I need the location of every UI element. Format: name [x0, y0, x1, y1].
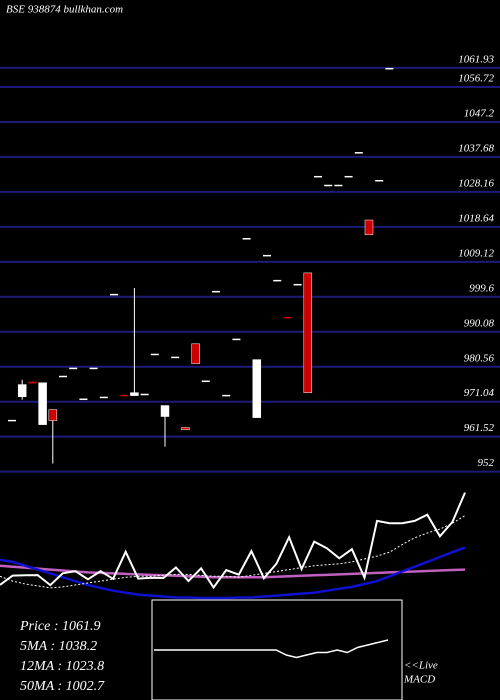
candle-body [212, 290, 220, 293]
y-tick-label: 999.6 [469, 282, 494, 294]
y-tick-label: 1009.12 [458, 247, 494, 259]
ma-line [0, 546, 466, 600]
price-line [0, 492, 466, 590]
candle-body [140, 393, 149, 396]
candle-body [38, 382, 47, 425]
candle-body [375, 179, 384, 182]
candle-body [110, 293, 118, 296]
candle-body [283, 316, 292, 319]
y-tick-label: 971.04 [464, 387, 495, 399]
y-tick-label: 1028.16 [458, 177, 494, 189]
candle-body [181, 427, 190, 431]
info-text: Price : 1061.9 [19, 619, 100, 634]
candle-body [334, 184, 343, 187]
y-tick-label: 952 [478, 457, 495, 469]
candle-body [69, 367, 78, 370]
candle-body [17, 384, 27, 397]
candle-body [79, 398, 88, 401]
macd-line [154, 639, 389, 659]
info-text: 50MA : 1002.7 [20, 679, 105, 694]
candle-body [48, 409, 58, 421]
candle-body [171, 356, 180, 359]
candle-body [28, 381, 37, 384]
y-tick-label: 1047.2 [464, 107, 495, 119]
candle-body [130, 392, 139, 396]
candle-body [314, 175, 322, 178]
candle-body [354, 152, 363, 154]
candle-body [99, 396, 108, 399]
y-tick-label: 990.08 [464, 317, 495, 329]
macd-label: MACD [403, 674, 435, 686]
macd-label: <<Live [404, 660, 438, 672]
y-tick-label: 961.52 [464, 422, 495, 434]
y-tick-label: 1018.64 [458, 212, 494, 224]
y-tick-label: 1056.72 [458, 73, 494, 85]
chart-title: BSE 938874 bullkhan.com [6, 4, 123, 16]
candle-body [160, 405, 170, 417]
candle-body [120, 394, 129, 397]
candle-body [222, 394, 231, 397]
candle-body [263, 254, 271, 257]
candle-body [8, 419, 16, 422]
y-tick-label: 980.56 [464, 352, 495, 364]
y-tick-label: 1061.93 [458, 53, 494, 65]
candle-body [232, 338, 241, 341]
candle-body [324, 184, 333, 187]
candle-body [59, 375, 67, 378]
candle-body [191, 343, 200, 364]
candle-body [303, 272, 313, 393]
candle-body [89, 367, 98, 370]
y-tick-label: 1037.68 [458, 142, 494, 154]
candle-body [201, 380, 210, 383]
candle-body [364, 219, 374, 235]
candle-body [273, 279, 282, 282]
candle-body [385, 67, 394, 70]
info-text: 5MA : 1038.2 [20, 639, 97, 654]
candle-body [242, 238, 251, 240]
candle-body [252, 359, 262, 418]
info-text: 12MA : 1023.8 [20, 659, 104, 674]
candle-body [344, 175, 353, 178]
candle-body [293, 283, 302, 286]
candle-body [150, 353, 159, 356]
ma-line [0, 515, 466, 589]
